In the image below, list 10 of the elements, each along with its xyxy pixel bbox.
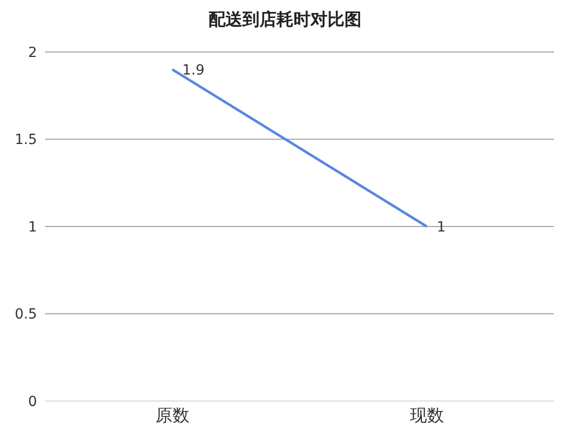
y-tick-label: 0 (28, 394, 37, 410)
x-tick-label: 原数 (155, 406, 190, 426)
y-tick-label: 1.5 (14, 132, 37, 148)
y-tick-label: 0.5 (14, 306, 37, 323)
y-tick-label: 1 (28, 219, 37, 236)
data-label: 1.9 (182, 62, 205, 78)
chart-title: 配送到店耗时对比图 (208, 9, 362, 32)
data-label: 1 (436, 219, 446, 236)
y-tick-label: 2 (28, 44, 37, 61)
x-tick-label: 现数 (410, 406, 444, 426)
